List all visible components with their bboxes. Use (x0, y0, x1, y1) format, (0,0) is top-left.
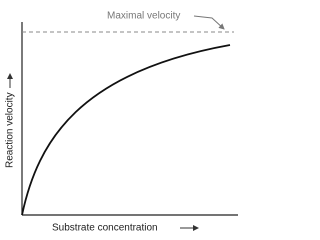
x-axis-label: Substrate concentration (52, 223, 158, 234)
asymptote-arrow (193, 15, 225, 30)
saturation-curve (21, 44, 231, 216)
y-axis-label: Reaction velocity (5, 92, 16, 168)
diagram: Maximal velocity Reaction velocity Subst… (5, 11, 238, 234)
asymptote-label: Maximal velocity (107, 11, 180, 22)
